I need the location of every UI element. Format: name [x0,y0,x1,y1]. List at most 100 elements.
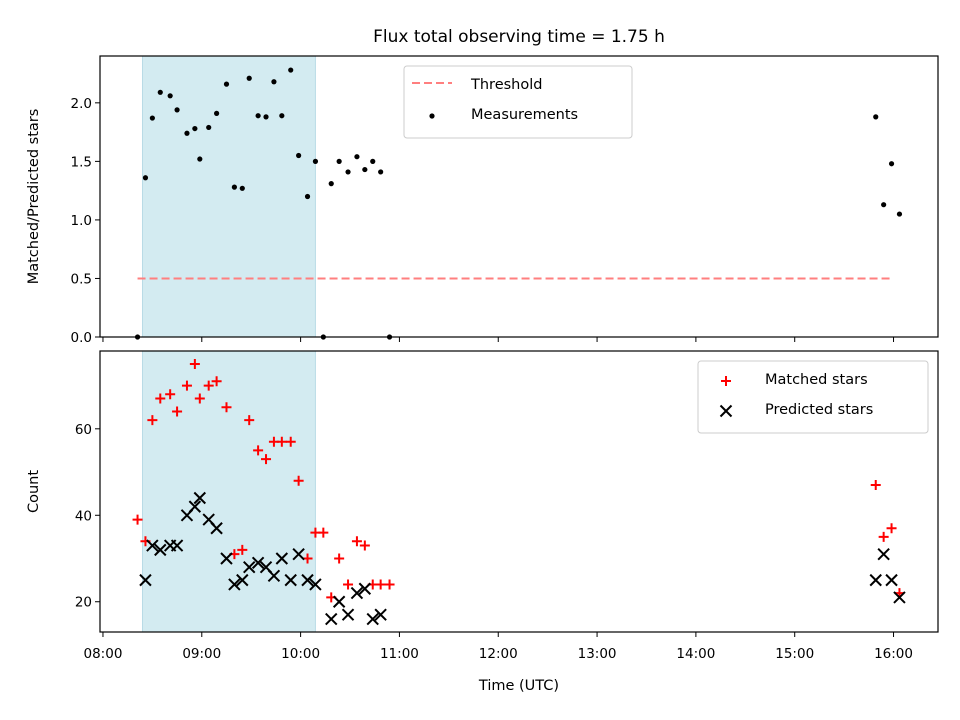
measurement-point [246,75,252,81]
measurement-point [354,154,360,160]
matched-star-point [172,406,183,417]
matched-star-point [293,475,304,486]
predicted-star-point [877,547,890,561]
measurement-point [255,113,261,119]
legend-predicted-swatch [719,404,733,418]
legend-label: Matched stars [765,372,868,388]
legend-label: Threshold [470,77,542,93]
x-tick-label: 12:00 [479,646,518,662]
matched-star-point [375,579,386,590]
predicted-star-point [885,573,898,587]
legend-box [697,360,929,434]
matched-star-point [870,480,881,491]
predicted-star-point [275,552,289,565]
measurement-point [214,110,220,116]
matched-star-point [165,389,176,400]
predicted-star-point [374,608,387,621]
y-axis-title: Count [26,470,42,513]
measurement-point [174,107,180,113]
y-tick-label: 20 [75,595,92,611]
matched-star-point [878,531,889,542]
matched-star-point [221,402,232,413]
count-panel: 20 40 60 08:00 09:00 10:00 11:00 12:00 13:00 14:0… [26,350,939,662]
x-axis-title: Time (UTC) [478,678,559,694]
predicted-star-point [292,547,305,561]
predicted-star-point [139,573,152,587]
matched-star-point [359,540,370,551]
y-tick-label: 1.5 [71,154,92,170]
measurement-point [888,161,895,167]
legend: Threshold Measurements [403,65,633,139]
predicted-star-point [146,539,159,552]
predicted-star-point [170,539,184,552]
legend: Matched stars Predicted stars [697,360,929,434]
predicted-star-point [366,612,379,626]
predicted-star-point [358,582,372,595]
matched-star-point [285,436,296,447]
legend-label: Predicted stars [765,402,873,418]
measurement-point [192,125,198,132]
y-axis-title: Matched/Predicted stars [26,109,42,285]
chart-title: Flux total observing time = 1.75 h [373,27,665,47]
matched-star-point [886,523,897,534]
matched-star-point [343,579,354,590]
measurement-point [184,130,190,136]
predicted-star-point [301,573,314,587]
predicted-star-point [309,578,322,591]
x-tick-label: 15:00 [775,646,814,662]
matched-star-point [211,376,222,387]
measurement-point [288,67,294,73]
measurement-point [873,114,879,120]
plot-frame [99,350,939,633]
predicted-star-point [210,522,223,535]
matched-star-point [203,380,214,391]
matched-star-point [276,436,287,447]
predicted-star-point [236,573,249,587]
x-tick-label: 09:00 [182,646,221,662]
matched-star-point [181,380,192,391]
measurement-point [231,184,237,190]
matched-star-point [318,527,329,538]
matched-star-point [237,544,248,555]
matched-star-point [189,358,200,369]
x-tick-label: 10:00 [281,646,320,662]
measurement-point [370,158,376,164]
x-tick-label: 16:00 [874,646,913,662]
matched-star-point [351,536,362,547]
matched-star-point [384,579,395,590]
measurement-point [157,89,163,95]
measurement-point [206,124,212,131]
legend-box [403,65,633,139]
measurement-point [336,158,342,164]
measurement-point [328,181,334,187]
y-tick-label: 60 [75,422,92,438]
shaded-interval [141,55,316,338]
matched-star-point [194,393,205,404]
predicted-star-point [220,552,233,565]
ratio-panel: 0.0 0.5 1.0 1.5 2.0 Matched/Predicted stars Th… [26,55,939,346]
predicted-star-point [193,491,207,505]
x-tick-label: 13:00 [578,646,617,662]
measurement-point [149,115,155,121]
matched-star-point [261,454,272,465]
measurement-point [142,175,149,181]
x-tick-label: 11:00 [380,646,419,662]
measurement-point [896,211,903,217]
matched-star-point [334,553,345,564]
predicted-star-point [154,543,167,557]
y-tick-label: 0.0 [71,330,92,346]
legend-matched-swatch [721,376,731,386]
predicted-star-point [332,595,346,608]
y-tick-label: 1.0 [71,213,92,229]
predicted-star-point [228,578,241,591]
measurement-point [239,185,245,191]
matched-star-point [155,393,166,404]
plot-frame [99,55,939,338]
legend-measurement-swatch [429,113,435,119]
y-tick-label: 2.0 [71,96,92,112]
legend-label: Measurements [471,107,578,123]
measurement-point [378,169,384,175]
measurement-point [881,202,887,208]
predicted-star-point [350,586,364,600]
